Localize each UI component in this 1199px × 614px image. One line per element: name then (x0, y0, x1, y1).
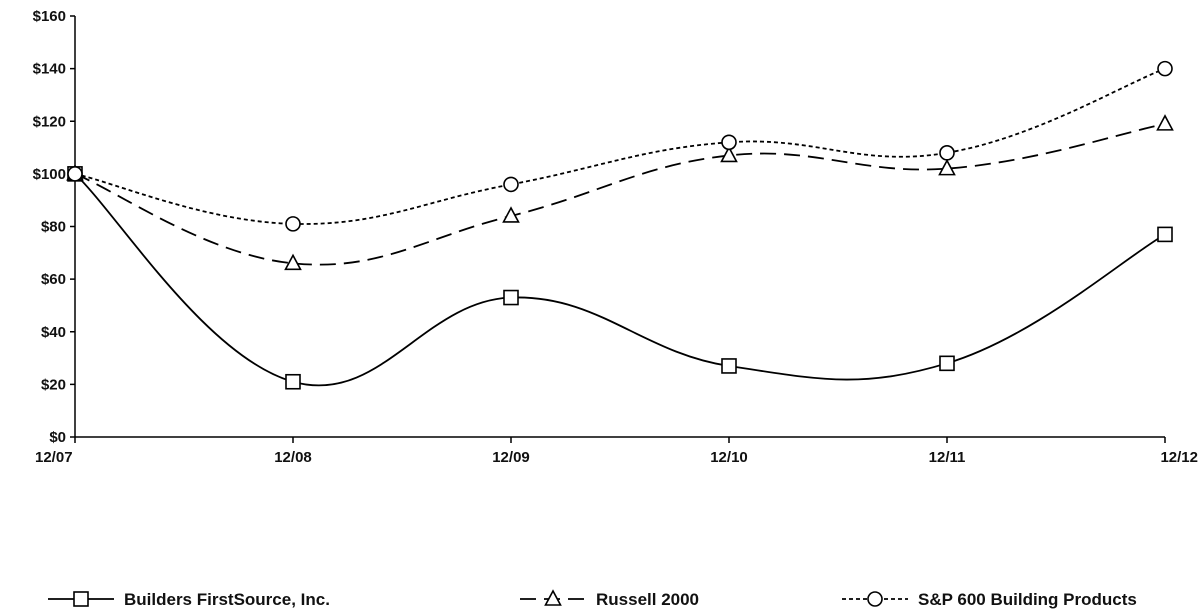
y-tick-label: $100 (33, 166, 66, 183)
y-tick-label: $0 (49, 429, 66, 446)
series-russell-2000-marker (720, 145, 738, 163)
chart-axes: $0 $20 $40 $60 $80 $100 $120 $140 $160 12/07 12/08… (33, 8, 1198, 466)
series-sp600-building-products-marker (721, 134, 737, 151)
x-tick-label: 12/12 (1160, 449, 1198, 466)
series-russell-2000-marker (502, 206, 520, 223)
series-sp600-building-products-marker (285, 216, 301, 232)
series-builders-firstsource-marker (285, 373, 301, 390)
x-tick-label: 12/10 (710, 449, 748, 466)
y-tick-label: $60 (41, 271, 66, 288)
y-tick-label: $80 (41, 219, 66, 236)
legend-swatch-marker (73, 591, 89, 607)
series-builders-firstsource-marker (721, 358, 737, 374)
series-builders-firstsource-marker (939, 355, 955, 372)
legend-label: S&P 600 Building Products (918, 590, 1137, 609)
series-sp600-building-products-marker (939, 145, 955, 161)
y-tick-label: $120 (33, 113, 66, 130)
series-russell-2000-marker (938, 158, 956, 176)
x-tick-label: 12/07 (35, 449, 73, 466)
series-sp600-building-products-marker (1157, 60, 1173, 77)
series-russell-2000-marker (1156, 114, 1174, 131)
x-tick-label: 12/11 (929, 449, 966, 466)
series-sp600-building-products-marker (503, 176, 519, 193)
y-tick-label: $160 (33, 8, 66, 25)
series-markers (66, 60, 1174, 390)
chart-legend: Builders FirstSource, Inc. Russell 2000 S&… (48, 589, 1137, 609)
x-tick-label: 12/09 (492, 449, 530, 466)
y-tick-label: $20 (41, 376, 66, 393)
series-sp600-building-products-marker (67, 166, 83, 182)
legend-label: Russell 2000 (596, 590, 699, 609)
legend-swatch-marker (544, 589, 562, 606)
series-builders-firstsource-line (74, 173, 1166, 387)
y-tick-label: $140 (33, 61, 66, 78)
x-tick-label: 12/08 (274, 449, 312, 466)
series-russell-2000-marker (284, 253, 302, 271)
series-russell-2000-line (74, 122, 1166, 266)
y-tick-label: $40 (41, 324, 66, 341)
legend-label: Builders FirstSource, Inc. (124, 590, 330, 609)
series-lines (74, 67, 1166, 387)
series-builders-firstsource-marker (1157, 226, 1173, 243)
series-sp600-building-products-line (74, 67, 1166, 225)
series-builders-firstsource-marker (503, 289, 519, 306)
legend-swatch-marker (867, 591, 883, 607)
